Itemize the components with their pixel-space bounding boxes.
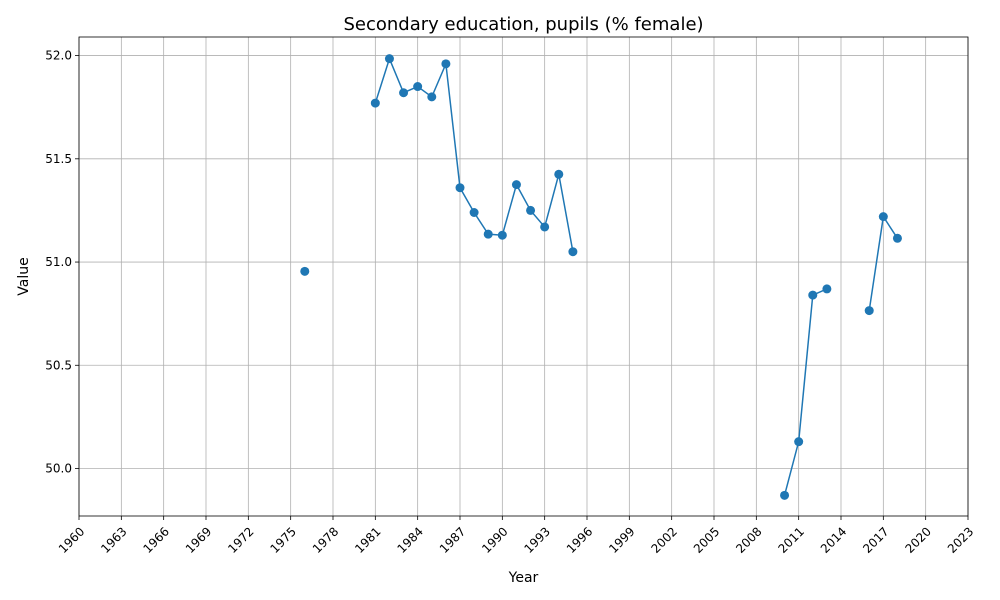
y-axis: 50.0 50.5 51.0 51.5 52.0 — [45, 49, 79, 476]
data-point — [497, 230, 507, 240]
plot-frame — [78, 36, 969, 517]
x-axis-title: Year — [508, 570, 539, 586]
x-tick-label: 2023 — [945, 524, 976, 555]
x-tick-label: 1960 — [56, 524, 87, 555]
data-point — [427, 92, 437, 102]
data-point — [469, 207, 479, 217]
series-line — [300, 54, 902, 500]
data-point — [554, 169, 564, 179]
data-point — [511, 180, 521, 190]
data-point — [455, 183, 465, 193]
x-tick-label: 1996 — [564, 524, 595, 555]
x-tick-label: 1975 — [268, 524, 299, 555]
y-tick-label: 50.5 — [45, 358, 72, 372]
x-tick-label: 1969 — [183, 524, 214, 555]
x-tick-label: 1999 — [606, 524, 637, 555]
x-tick-label: 2008 — [733, 524, 764, 555]
y-tick-label: 51.0 — [45, 255, 72, 269]
x-tick-label: 2005 — [691, 524, 722, 555]
data-point — [384, 54, 394, 64]
x-tick-label: 2017 — [860, 524, 891, 555]
y-tick-label: 50.0 — [45, 462, 72, 476]
x-tick-label: 1963 — [98, 524, 129, 555]
x-tick-label: 1981 — [352, 524, 383, 555]
x-tick-label: 1987 — [437, 524, 468, 555]
data-point — [780, 490, 790, 500]
data-point — [413, 82, 423, 92]
x-tick-label: 1978 — [310, 524, 341, 555]
x-tick-label: 2014 — [818, 524, 849, 555]
data-point — [794, 437, 804, 447]
data-point — [526, 205, 536, 215]
x-axis: 1960 1963 1966 1969 1972 1975 1978 1981 1984 1987… — [56, 516, 976, 556]
x-tick-label: 2002 — [649, 524, 680, 555]
x-tick-label: 2020 — [903, 524, 934, 555]
x-tick-label: 1993 — [522, 524, 553, 555]
data-point — [892, 233, 902, 243]
data-point — [822, 284, 832, 294]
x-tick-label: 2011 — [776, 524, 807, 555]
data-point — [300, 266, 310, 276]
y-axis-title: Value — [16, 257, 32, 295]
chart-title: Secondary education, pupils (% female) — [343, 14, 703, 35]
series-line-segment — [783, 288, 828, 496]
y-tick-label: 51.5 — [45, 152, 72, 166]
data-point — [399, 88, 409, 98]
data-point — [568, 247, 578, 257]
data-point — [864, 306, 874, 316]
x-tick-label: 1966 — [141, 524, 172, 555]
y-tick-label: 52.0 — [45, 49, 72, 63]
data-point — [808, 290, 818, 300]
data-point — [370, 98, 380, 108]
x-tick-label: 1990 — [479, 524, 510, 555]
data-point — [540, 222, 550, 232]
data-point — [441, 59, 451, 69]
x-tick-label: 1972 — [225, 524, 256, 555]
grid — [78, 37, 969, 516]
x-tick-label: 1984 — [395, 524, 426, 555]
data-point — [878, 212, 888, 222]
data-point — [483, 229, 493, 239]
